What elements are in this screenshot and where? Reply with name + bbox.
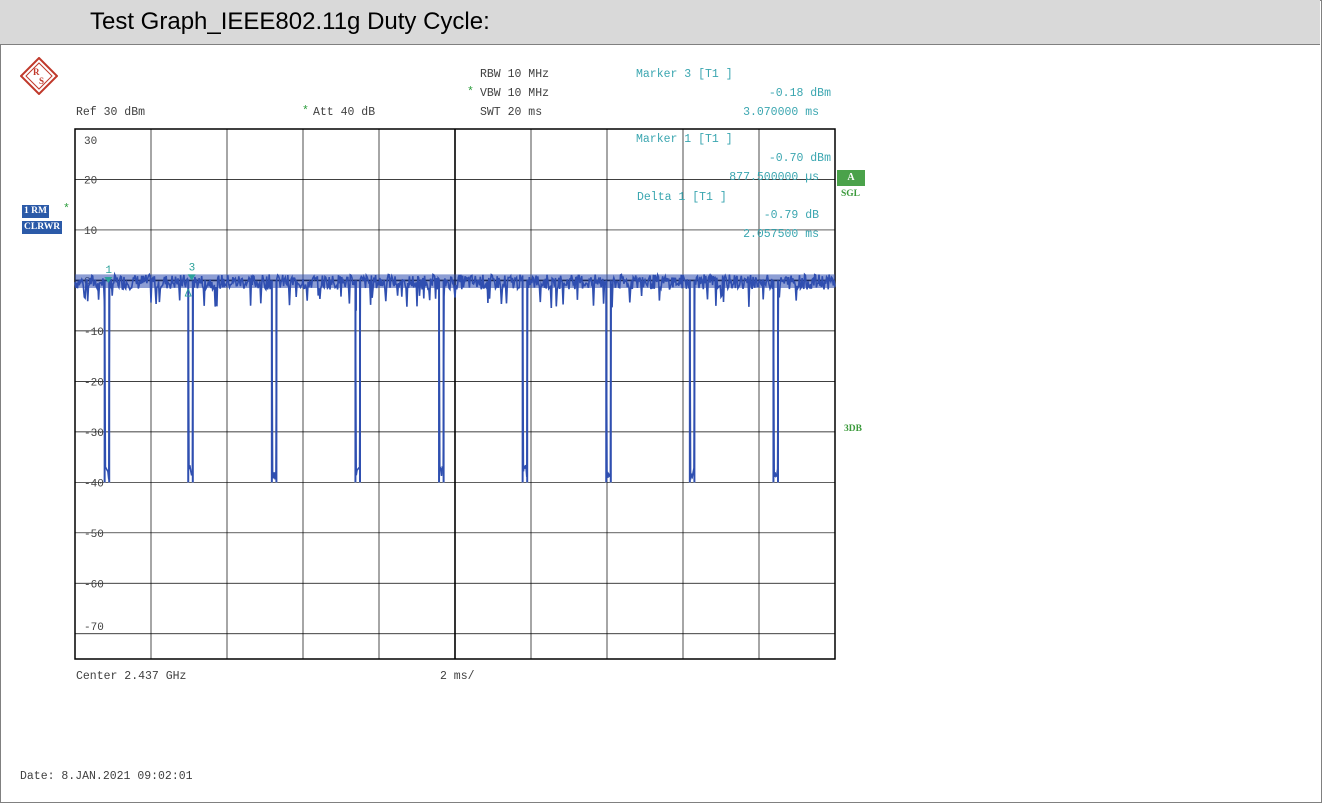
trace-a-badge: A [837,170,865,186]
title-bar: Test Graph_IEEE802.11g Duty Cycle: [0,0,1320,45]
y-tick-label: 20 [84,175,97,187]
y-tick-label: 30 [84,136,97,148]
trace-mode-badge: 1 RM [22,205,49,218]
svg-text:R: R [33,67,40,77]
span-per-div-label: 2 ms/ [440,670,475,683]
marker-triangle [187,274,196,281]
marker-number-label: 1 [105,265,112,277]
vbw-label: VBW 10 MHz [480,87,550,100]
y-tick-label: -10 [84,327,104,339]
y-tick-label: -50 [84,529,104,541]
marker1-title: Marker 1 [T1 ] [636,133,733,146]
clear-write-badge: CLRWR [22,221,63,234]
ref-level-label: Ref 30 dBm [76,106,146,119]
swt-label: SWT 20 ms [480,106,543,119]
delta1-time: 2.057500 ms [743,228,819,241]
center-frequency-label: Center 2.437 GHz [76,670,187,683]
att-star: * [302,105,309,118]
page-title: Test Graph_IEEE802.11g Duty Cycle: [90,8,490,35]
trace-band [75,274,835,288]
y-tick-label: -60 [84,579,104,591]
marker-number-label: 3 [189,262,196,274]
y-tick-label: -30 [84,428,104,440]
attenuation-label: Att 40 dB [313,106,376,119]
delta1-level: -0.79 dB [763,209,819,222]
rohde-schwarz-logo-icon: R S [20,57,58,95]
y-tick-label: -20 [84,377,104,389]
trace-star: * [63,203,70,216]
marker3-time: 3.070000 ms [743,106,819,119]
delta-marker-symbol: Δ [185,287,193,299]
marker-triangle [104,276,113,283]
svg-text:S: S [39,76,44,86]
marker3-title: Marker 3 [T1 ] [636,68,733,81]
marker1-time: 877.500000 µs [729,171,819,184]
date-label: Date: 8.JAN.2021 09:02:01 [20,770,193,783]
vbw-star: * [467,86,474,99]
sgl-label: SGL [841,189,861,199]
y-tick-label: -40 [84,478,104,490]
marker1-level: -0.70 dBm [768,152,831,165]
3db-label: 3DB [844,424,862,434]
y-tick-label: -70 [84,622,104,634]
delta1-title: Delta 1 [T1 ] [637,191,727,204]
marker3-level: -0.18 dBm [768,87,831,100]
rbw-label: RBW 10 MHz [480,68,550,81]
y-tick-label: 10 [84,226,97,238]
